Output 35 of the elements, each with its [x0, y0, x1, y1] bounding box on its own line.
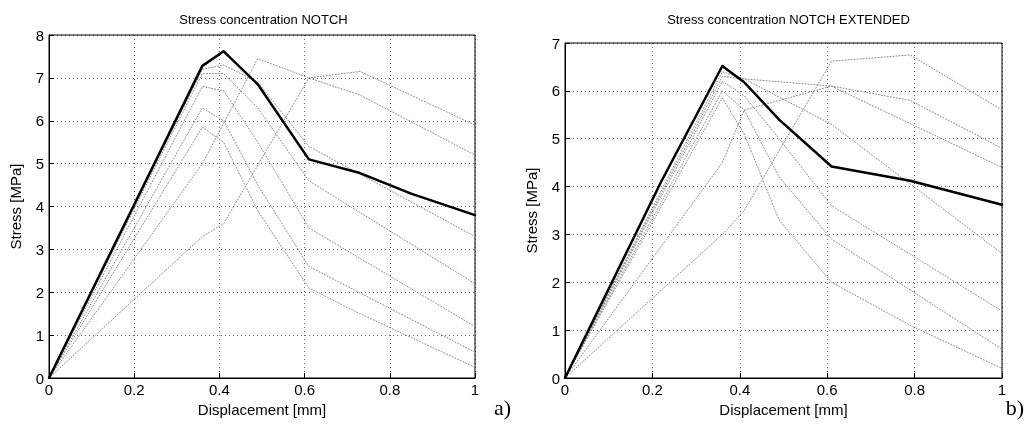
y-tick-label: 7: [551, 34, 560, 52]
y-tick-label: 5: [35, 155, 44, 173]
y-tick-label: 8: [35, 26, 44, 44]
y-tick-label: 2: [551, 273, 560, 291]
y-tick-label: 0: [551, 369, 560, 387]
text: b): [1005, 394, 1024, 420]
x-tick-label: 0.6: [816, 381, 838, 398]
y-tick-label: 2: [35, 283, 44, 301]
x-axis-title: Displacement [mm]: [197, 400, 327, 418]
y-axis-title: Stress [MPa]: [523, 167, 540, 254]
x-tick-label: 0.2: [123, 381, 145, 398]
chart-title: Stress concentration NOTCH EXTENDED: [667, 12, 910, 27]
y-tick-label: 4: [551, 178, 560, 196]
x-tick-label: 1: [470, 381, 480, 398]
x-axis-title: Displacement [mm]: [719, 400, 848, 418]
x-tick-label: 0.4: [729, 381, 751, 398]
text: a): [493, 394, 511, 420]
y-tick-label: 3: [35, 240, 44, 258]
x-tick-label: 0.6: [294, 381, 316, 398]
y-axis-title: Stress [MPa]: [7, 163, 24, 250]
y-tick-label: 1: [551, 321, 560, 339]
x-tick-label: 0.4: [208, 381, 230, 398]
x-tick-label: 0.8: [904, 381, 926, 398]
y-tick-label: 5: [551, 130, 560, 148]
y-tick-label: 3: [551, 225, 560, 243]
y-tick-label: 0: [35, 369, 44, 387]
y-tick-label: 6: [35, 112, 44, 130]
y-tick-label: 1: [35, 326, 44, 344]
x-tick-label: 0.8: [379, 381, 401, 398]
y-tick-label: 7: [35, 69, 44, 87]
y-tick-label: 6: [551, 82, 560, 100]
y-tick-label: 4: [35, 198, 44, 215]
x-tick-label: 1: [997, 381, 1007, 398]
chart-title: Stress concentration NOTCH: [179, 12, 348, 27]
x-tick-label: 0.2: [641, 381, 663, 398]
